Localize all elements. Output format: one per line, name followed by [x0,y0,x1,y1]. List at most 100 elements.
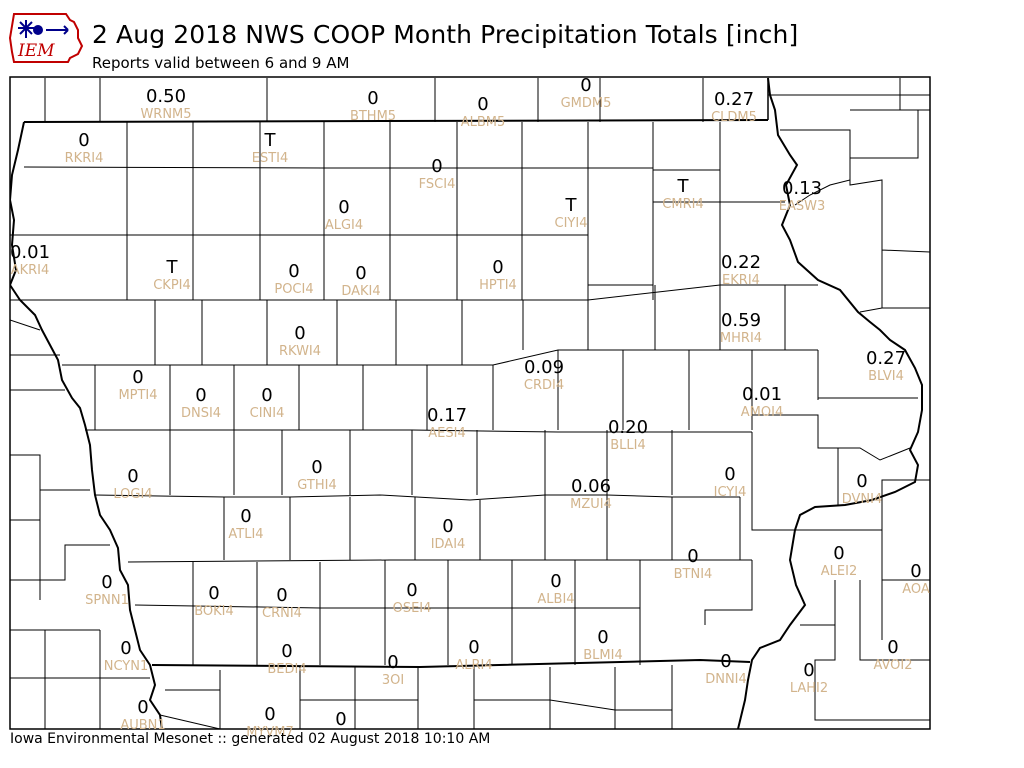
station-id: CLDM5 [711,110,757,125]
station-id: BLLI4 [610,438,646,453]
station-value: 0.06 [571,476,611,497]
station-value: 0 [550,571,561,592]
station-value: 0 [687,546,698,567]
weather-icons [18,20,69,38]
station-id: DNNI4 [705,672,747,687]
station-id: BEDI4 [267,662,306,677]
station-id: RKWI4 [279,344,321,359]
station-value: 0 [387,652,398,673]
station-value: 0 [240,506,251,527]
station-value: 0 [195,385,206,406]
station-value: 0 [281,641,292,662]
station-value: 0 [406,580,417,601]
station-id: ALBI4 [537,592,574,607]
station-id: FSCI4 [419,177,456,192]
station-value: 0 [335,709,346,730]
station-id: POCI4 [274,282,313,297]
station-id: CRNI4 [262,606,302,621]
logo-text: IEM [17,41,55,61]
state-boundaries [10,77,923,729]
station-id: AVOI2 [873,658,912,673]
station-id: AMOI4 [741,405,783,420]
station-id: BTHM5 [350,109,396,124]
station-id: BOKI4 [194,604,234,619]
station-value: 0.13 [782,178,822,199]
station-value: 0.22 [721,252,761,273]
station-id: ATLI4 [228,527,263,542]
station-value: 0 [431,156,442,177]
station-id: DVNI4 [842,492,883,507]
station-value: 0 [597,627,608,648]
page-subtitle: Reports valid between 6 and 9 AM [92,54,350,72]
iem-logo: IEM [8,13,84,63]
station-value: 0 [101,572,112,593]
station-value: 0.20 [608,417,648,438]
station-value: 0 [367,88,378,109]
station-id: BLVI4 [868,369,904,384]
station-value: 0 [856,471,867,492]
station-value: 0 [468,637,479,658]
station-value: 0 [208,583,219,604]
station-id: ESTI4 [252,151,289,166]
station-value: 0 [580,75,591,96]
station-value: 0 [137,697,148,718]
station-value: 0 [724,464,735,485]
station-unlabeled: 0 [335,709,346,730]
station-value: 0 [355,263,366,284]
station-value: T [264,130,277,151]
station-id: CINI4 [250,406,285,421]
station-id: NCYN1 [104,659,149,674]
station-value: 0 [288,261,299,282]
station-id: BTNI4 [674,567,713,582]
station-id: WRNM5 [140,107,191,122]
station-id: ALEI2 [821,564,857,579]
station-value: 0.27 [866,348,906,369]
station-value: 0 [492,257,503,278]
station-value: 0 [803,660,814,681]
station-id: CKPI4 [153,278,191,293]
station-value: 0.59 [721,310,761,331]
station-value: 0.50 [146,86,186,107]
station-id: DNSI4 [181,406,221,421]
station-value: 0 [294,323,305,344]
station-value: 0 [910,561,921,582]
station-value: 0.09 [524,357,564,378]
station-id: HPTI4 [479,278,517,293]
